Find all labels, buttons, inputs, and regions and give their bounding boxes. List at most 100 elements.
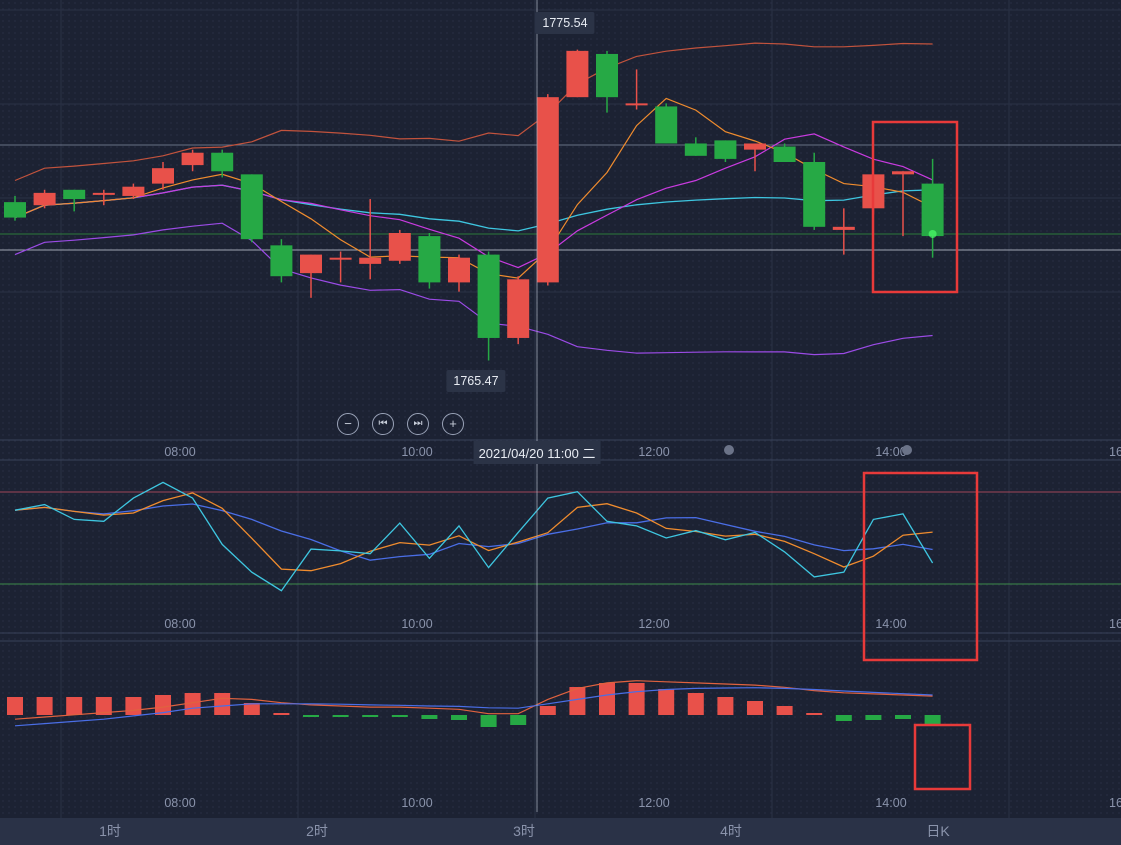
- oscillator-slow-line: [14, 503, 933, 561]
- macd-histogram-bar: [687, 693, 704, 715]
- dot-texture: [0, 0, 1121, 818]
- macd-histogram-bar: [332, 715, 349, 717]
- candle: [211, 149, 234, 178]
- zoom-out-button[interactable]: −: [337, 413, 359, 435]
- time-tick-label: 12:00: [638, 796, 669, 810]
- tab-3h[interactable]: 3时: [513, 823, 535, 839]
- candle-body: [240, 174, 263, 240]
- time-tick-label: 14:00: [875, 445, 906, 459]
- candle-body: [832, 226, 855, 230]
- candle-body: [803, 162, 826, 227]
- period-tab-bar: [0, 818, 1121, 845]
- time-tick-label: 14:00: [875, 617, 906, 631]
- macd-histogram-bar: [273, 713, 290, 715]
- scroll-handle-right: [902, 445, 912, 455]
- macd-histogram-bar: [835, 715, 852, 721]
- candle-body: [714, 140, 737, 159]
- macd-histogram-bar: [243, 703, 260, 715]
- candle-body: [211, 152, 234, 172]
- candle: [477, 251, 500, 361]
- candle-body: [4, 202, 26, 218]
- live-price-dot: [928, 230, 937, 238]
- highlight-box-price: [871, 120, 959, 294]
- macd-histogram-bar: [391, 715, 408, 717]
- candle: [596, 50, 618, 113]
- candle: [329, 251, 352, 283]
- candle: [803, 152, 826, 230]
- tab-1h[interactable]: 1时: [99, 823, 121, 839]
- ma10-line: [14, 133, 933, 269]
- zoom-in-button[interactable]: +: [442, 413, 464, 435]
- candle-body: [744, 143, 766, 150]
- candle: [240, 174, 263, 243]
- macd-histogram-bar: [480, 715, 497, 727]
- candle-body: [92, 192, 115, 195]
- candle: [152, 162, 174, 190]
- macd-histogram-bar: [184, 693, 201, 715]
- macd-histogram-bar: [7, 697, 23, 715]
- oscillator-fast-line: [14, 481, 934, 592]
- jump-start-button[interactable]: ⏮: [372, 413, 394, 435]
- time-tick-label: 16: [1109, 445, 1121, 459]
- candle-body: [773, 146, 796, 162]
- candle-body: [270, 245, 293, 277]
- macd-histogram-bar: [717, 697, 734, 715]
- tab-2h[interactable]: 2时: [306, 823, 328, 839]
- macd-histogram-bar: [66, 697, 83, 715]
- macd-histogram-bar: [421, 715, 438, 719]
- macd-histogram-bar: [125, 697, 142, 715]
- candle-body: [359, 257, 382, 264]
- macd-histogram-bar: [155, 695, 171, 715]
- candle: [418, 233, 441, 289]
- bollinger-lower-line: [14, 222, 933, 356]
- time-tick-label: 10:00: [401, 617, 432, 631]
- candle-body: [152, 168, 174, 184]
- macd-histogram-bar: [599, 683, 615, 715]
- low-price-label: 1765.47: [446, 370, 506, 392]
- candle-body: [300, 254, 322, 274]
- candle: [536, 94, 559, 286]
- candle: [921, 158, 944, 258]
- macd-histogram-bar: [658, 689, 675, 715]
- tab-daily[interactable]: 日K: [926, 823, 950, 839]
- candle-body: [507, 279, 530, 338]
- oscillator-mid-line: [14, 492, 933, 572]
- time-tick-label: 16: [1109, 796, 1121, 810]
- candle-body: [566, 50, 589, 98]
- macd-dea-line: [14, 687, 933, 727]
- jump-end-button[interactable]: ⏭: [407, 413, 429, 435]
- candle-body: [418, 236, 441, 283]
- candle: [122, 183, 145, 200]
- candle: [300, 254, 322, 298]
- macd-histogram-bar: [628, 683, 645, 715]
- candle: [714, 140, 737, 162]
- macd-histogram-bar: [362, 715, 379, 717]
- macd-histogram-bar: [539, 706, 556, 715]
- time-tick-label: 08:00: [164, 617, 195, 631]
- candle: [448, 254, 470, 292]
- candle: [63, 189, 86, 212]
- candle: [773, 143, 796, 162]
- bollinger-upper-line: [14, 42, 933, 182]
- candle: [4, 195, 26, 221]
- tab-4h[interactable]: 4时: [720, 823, 742, 839]
- macd-histogram-bar: [776, 706, 793, 715]
- candle-body: [596, 53, 618, 98]
- crosshair-time-label: 2021/04/20 11:00 二: [473, 441, 601, 464]
- candle-body: [625, 103, 648, 106]
- candle-body: [921, 183, 944, 237]
- time-tick-label: 16: [1109, 617, 1121, 631]
- candle-body: [388, 233, 411, 261]
- candle: [832, 208, 855, 255]
- macd-histogram-bar: [451, 715, 467, 720]
- candle: [892, 171, 914, 237]
- candle-body: [892, 171, 914, 175]
- macd-histogram-bar: [36, 697, 53, 715]
- candle-body: [477, 254, 500, 338]
- candle-body: [684, 143, 707, 156]
- candle-body: [122, 186, 145, 196]
- scroll-handle-left: [724, 445, 734, 455]
- candle: [744, 143, 766, 172]
- time-tick-label: 14:00: [875, 796, 906, 810]
